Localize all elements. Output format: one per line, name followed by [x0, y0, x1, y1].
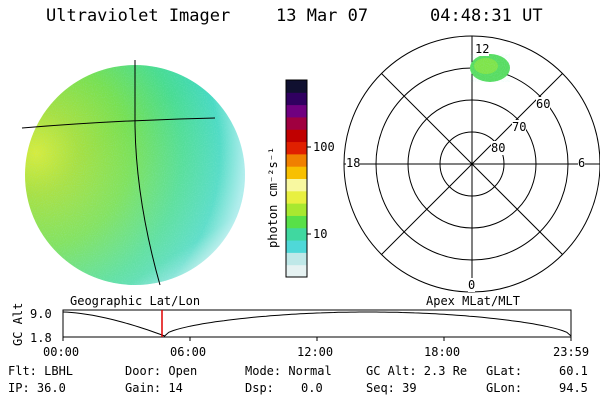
dayside-aurora-patch [470, 54, 510, 82]
colorbar-tick-100: 100 [313, 140, 335, 154]
mlt-0-label: 0 [468, 278, 476, 292]
orbit-altitude-plot [62, 309, 572, 338]
gc-alt-axis-label: GC Alt [11, 302, 25, 346]
mlat-60-label: 60 [536, 97, 551, 111]
colorbar-segment [286, 190, 307, 204]
colorbar-segment [286, 264, 307, 278]
time-tick: 12:00 [297, 345, 334, 359]
colorbar-segment [286, 227, 307, 241]
colorbar-segment [286, 92, 307, 106]
colorbar-segment [286, 129, 307, 143]
colorbar-unit-label: photon cm⁻²s⁻¹ [266, 146, 280, 248]
colorbar-segment [286, 203, 307, 216]
door-status: Door: Open [125, 364, 198, 378]
colorbar-segment [286, 104, 307, 118]
glat-label: GLat: [486, 364, 523, 378]
gain-status: Gain: 14 [125, 381, 183, 395]
mlt-18-label: 18 [346, 156, 361, 170]
glon-value: 94.5 [559, 381, 588, 395]
instrument-title: Ultraviolet Imager [46, 6, 231, 26]
gc-alt-status: GC Alt: 2.3 Re [366, 364, 468, 378]
filter-status: Flt: LBHL [8, 364, 74, 378]
time-tick: 23:59 [553, 345, 590, 359]
colorbar-segment [286, 178, 307, 192]
glat-value: 60.1 [559, 364, 588, 378]
colorbar-segment [286, 240, 307, 253]
time-label: 04:48:31 UT [430, 6, 543, 26]
geographic-grid-label: Geographic Lat/Lon [70, 294, 201, 308]
apex-grid-label: Apex MLat/MLT [426, 294, 520, 308]
mlat-80-label: 80 [491, 141, 506, 155]
color-scale-bar [286, 80, 307, 278]
colorbar-segment [286, 141, 307, 155]
colorbar-segment [286, 252, 307, 266]
auroral-image-disk [25, 65, 245, 285]
colorbar-segment [286, 166, 307, 179]
colorbar-segment [286, 116, 307, 130]
alt-max-label: 9.0 [30, 307, 52, 321]
seq-status: Seq: 39 [366, 381, 417, 395]
colorbar-tick-10: 10 [313, 227, 328, 241]
time-tick: 00:00 [43, 345, 80, 359]
geographic-grid [21, 60, 216, 286]
colorbar-segment [286, 215, 307, 229]
mlt-6-label: 6 [578, 156, 586, 170]
time-tick: 06:00 [170, 345, 207, 359]
alt-min-label: 1.8 [30, 331, 52, 345]
ip-status: IP: 36.0 [8, 381, 66, 395]
mlt-12-label: 12 [475, 42, 490, 56]
mode-status: Mode: Normal [245, 364, 332, 378]
time-tick: 18:00 [424, 345, 461, 359]
colorbar-segment [286, 80, 307, 93]
glon-label: GLon: [486, 381, 523, 395]
dsp-label: Dsp: [245, 381, 274, 395]
colorbar-segment [286, 153, 307, 167]
mlat-70-label: 70 [512, 120, 527, 134]
date-label: 13 Mar 07 [276, 6, 369, 26]
dsp-value: 0.0 [301, 381, 323, 395]
